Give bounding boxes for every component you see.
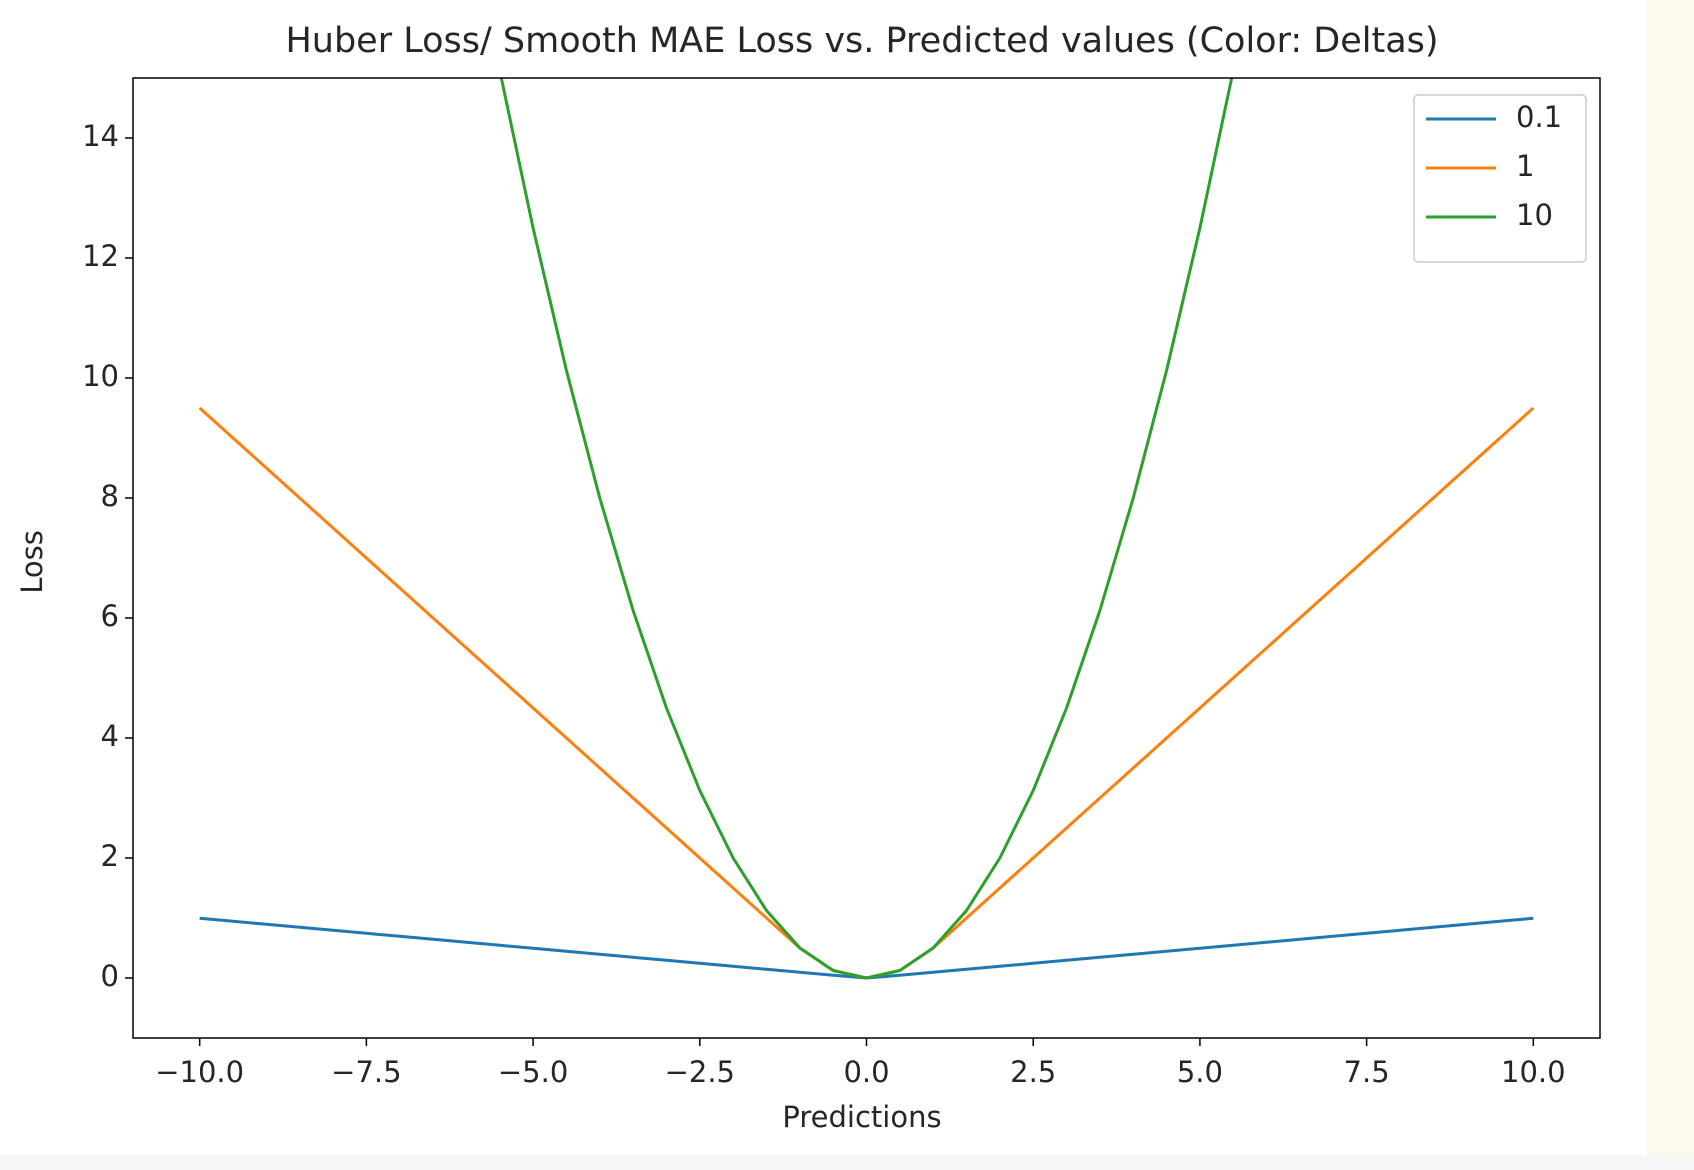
legend-label: 1 <box>1516 149 1534 183</box>
legend-box <box>1413 94 1587 263</box>
x-axis-label: Predictions <box>782 1100 941 1134</box>
x-tick-label: −10.0 <box>155 1055 244 1089</box>
chart-title: Huber Loss/ Smooth MAE Loss vs. Predicte… <box>285 21 1438 61</box>
line-series <box>499 78 1234 980</box>
line-series <box>198 406 1535 980</box>
y-tick-label: 2 <box>101 839 119 873</box>
y-tick-label: 8 <box>101 479 119 513</box>
y-tick-label: 14 <box>82 119 119 153</box>
legend-label: 10 <box>1516 198 1553 232</box>
line-series <box>199 916 1534 980</box>
y-tick-label: 4 <box>101 719 119 753</box>
x-tick-label: −2.5 <box>665 1055 735 1089</box>
y-tick-label: 10 <box>82 359 119 393</box>
x-tick-label: 5.0 <box>1177 1055 1223 1089</box>
x-tick-label: 2.5 <box>1010 1055 1056 1089</box>
x-tick-label: −7.5 <box>331 1055 401 1089</box>
side-strip <box>1647 0 1694 1170</box>
y-tick-label: 12 <box>82 239 119 273</box>
legend-label: 0.1 <box>1516 100 1562 134</box>
y-axis-label: Loss <box>15 530 49 594</box>
x-tick-label: 7.5 <box>1344 1055 1390 1089</box>
x-tick-label: 0.0 <box>843 1055 889 1089</box>
y-tick-label: 6 <box>101 599 119 633</box>
bottom-strip <box>0 1155 1694 1170</box>
y-tick-label: 0 <box>101 959 119 993</box>
x-tick-label: 10.0 <box>1501 1055 1566 1089</box>
x-tick-label: −5.0 <box>498 1055 568 1089</box>
axes-frame <box>132 77 1601 1039</box>
plot-area <box>198 78 1535 980</box>
